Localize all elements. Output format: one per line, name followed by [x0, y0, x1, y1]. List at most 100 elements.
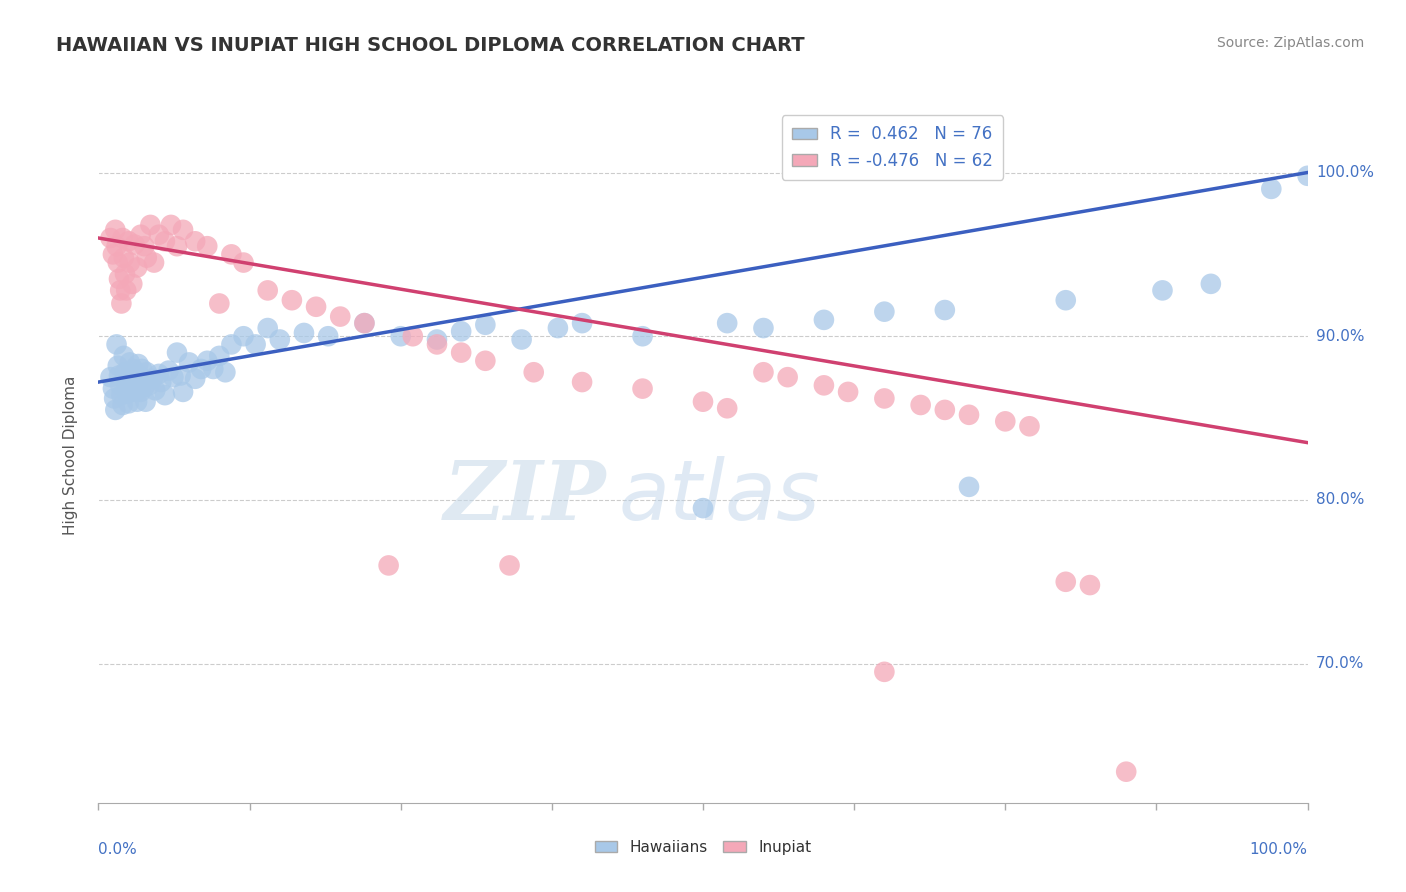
Text: atlas: atlas [619, 456, 820, 537]
Point [474, 353, 496, 368]
Point [353, 316, 375, 330]
Point [934, 303, 956, 318]
Point [994, 414, 1017, 428]
Point [132, 373, 155, 387]
Text: 100.0%: 100.0% [1250, 842, 1308, 856]
Point [138, 378, 160, 392]
Point [108, 272, 131, 286]
Point [128, 368, 150, 383]
Point [426, 333, 449, 347]
Point [305, 300, 328, 314]
Point [108, 368, 131, 383]
Point [118, 355, 141, 369]
Point [389, 329, 412, 343]
Point [195, 353, 218, 368]
Point [1018, 419, 1040, 434]
Point [142, 372, 165, 386]
Point [184, 372, 207, 386]
Point [121, 380, 143, 394]
Point [292, 326, 315, 340]
Point [256, 284, 278, 298]
Point [1078, 578, 1101, 592]
Point [837, 384, 859, 399]
Point [101, 247, 124, 261]
Point [692, 501, 714, 516]
Y-axis label: High School Diploma: High School Diploma [63, 376, 77, 534]
Point [474, 318, 496, 332]
Point [256, 321, 278, 335]
Point [153, 234, 176, 248]
Point [208, 349, 231, 363]
Point [813, 313, 835, 327]
Point [135, 365, 157, 379]
Point [104, 223, 127, 237]
Point [105, 337, 128, 351]
Point [1296, 169, 1319, 183]
Point [571, 375, 593, 389]
Point [631, 329, 654, 343]
Point [957, 408, 980, 422]
Point [107, 255, 129, 269]
Point [873, 304, 896, 318]
Point [631, 382, 654, 396]
Point [172, 223, 194, 237]
Point [103, 392, 125, 406]
Point [1260, 182, 1282, 196]
Point [121, 277, 143, 291]
Point [195, 239, 218, 253]
Point [172, 384, 194, 399]
Point [873, 665, 896, 679]
Text: 90.0%: 90.0% [1316, 329, 1364, 343]
Text: 100.0%: 100.0% [1316, 165, 1374, 180]
Point [135, 251, 157, 265]
Point [547, 321, 569, 335]
Point [281, 293, 304, 308]
Point [353, 316, 375, 330]
Point [934, 403, 956, 417]
Point [329, 310, 352, 324]
Point [118, 234, 141, 248]
Point [1054, 293, 1077, 308]
Point [450, 324, 472, 338]
Point [162, 370, 184, 384]
Point [166, 345, 188, 359]
Point [157, 363, 180, 377]
Point [150, 375, 173, 389]
Point [127, 394, 149, 409]
Point [143, 384, 166, 398]
Point [498, 558, 520, 573]
Point [160, 218, 183, 232]
Text: 70.0%: 70.0% [1316, 657, 1364, 671]
Legend: Hawaiians, Inupiat: Hawaiians, Inupiat [589, 834, 817, 862]
Point [112, 349, 135, 363]
Point [153, 388, 176, 402]
Point [402, 329, 425, 343]
Point [129, 227, 152, 242]
Point [122, 362, 145, 376]
Point [111, 398, 134, 412]
Point [111, 231, 134, 245]
Point [1054, 574, 1077, 589]
Point [716, 401, 738, 416]
Point [120, 368, 142, 383]
Point [118, 255, 141, 269]
Point [523, 365, 546, 379]
Point [232, 329, 254, 343]
Point [100, 231, 122, 245]
Point [129, 384, 152, 399]
Point [873, 392, 896, 406]
Point [110, 388, 132, 402]
Point [190, 362, 212, 376]
Point [101, 382, 124, 396]
Point [108, 284, 131, 298]
Point [115, 375, 138, 389]
Point [127, 357, 149, 371]
Point [510, 333, 533, 347]
Point [114, 365, 136, 379]
Point [450, 345, 472, 359]
Point [115, 284, 138, 298]
Point [134, 239, 156, 253]
Point [202, 362, 225, 376]
Point [100, 370, 122, 384]
Point [221, 247, 243, 261]
